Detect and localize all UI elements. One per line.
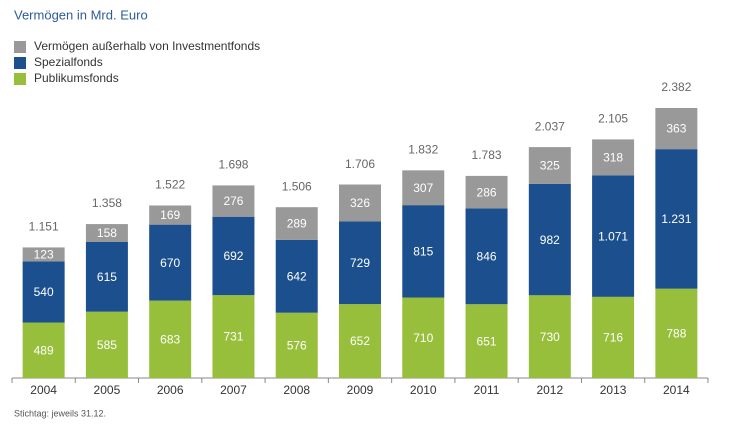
x-tick-label: 2005 — [94, 383, 121, 397]
value-label: 815 — [413, 245, 433, 259]
value-label: 730 — [540, 330, 560, 344]
bar-segment — [528, 183, 571, 296]
bar-segment — [528, 147, 571, 184]
value-label: 318 — [603, 151, 623, 165]
value-label: 276 — [223, 194, 243, 208]
value-label: 982 — [540, 233, 560, 247]
bar-segment — [85, 311, 128, 378]
bar-segment — [22, 322, 65, 378]
bar-segment — [592, 296, 635, 378]
value-label: 716 — [603, 331, 623, 345]
value-label: 363 — [666, 122, 686, 136]
bar-segment — [212, 216, 255, 296]
value-label: 576 — [287, 339, 307, 353]
value-label: 683 — [160, 332, 180, 346]
bar-segment — [275, 312, 318, 378]
total-label: 1.358 — [92, 196, 122, 210]
bar-segment — [85, 241, 128, 312]
total-label: 1.706 — [345, 157, 375, 171]
value-label: 788 — [666, 327, 686, 341]
value-label: 729 — [350, 256, 370, 270]
x-tick-label: 2006 — [157, 383, 184, 397]
value-label: 540 — [34, 285, 54, 299]
total-label: 1.832 — [408, 143, 438, 157]
bar-segment — [592, 175, 635, 297]
value-label: 1.231 — [661, 212, 691, 226]
value-label: 286 — [477, 185, 497, 199]
total-label: 2.382 — [661, 80, 691, 94]
total-label: 2.105 — [598, 112, 628, 126]
value-label: 289 — [287, 217, 307, 231]
legend-label: Spezialfonds — [34, 55, 103, 69]
bar-segment — [465, 304, 508, 378]
bar-segment — [339, 221, 381, 305]
bar-segment — [212, 295, 255, 378]
bar-segment — [275, 207, 318, 240]
x-tick-label: 2012 — [536, 383, 563, 397]
total-label: 1.783 — [472, 148, 502, 162]
value-label: 1.071 — [598, 229, 628, 243]
bar-segment — [212, 185, 255, 217]
x-tick-label: 2011 — [474, 383, 500, 397]
value-label: 158 — [97, 226, 117, 240]
legend-swatch — [14, 41, 26, 53]
value-label: 670 — [160, 256, 180, 270]
value-label: 326 — [350, 196, 370, 210]
value-label: 615 — [97, 270, 117, 284]
value-label: 642 — [287, 269, 307, 283]
value-label: 325 — [540, 159, 560, 173]
value-label: 846 — [477, 249, 497, 263]
bar-segment — [402, 297, 445, 378]
legend-swatch — [14, 73, 26, 85]
total-label: 1.698 — [218, 158, 248, 172]
bar-segment — [655, 149, 698, 289]
bar-segment — [465, 208, 508, 305]
value-label: 307 — [413, 181, 433, 195]
bar-segment — [465, 175, 508, 209]
x-tick-label: 2004 — [30, 383, 57, 397]
bar-segment — [22, 247, 65, 262]
value-label: 585 — [97, 338, 117, 352]
x-tick-label: 2008 — [283, 383, 310, 397]
bar-segment — [275, 239, 318, 313]
chart-title: Vermögen in Mrd. Euro — [14, 7, 148, 22]
x-tick-label: 2009 — [347, 383, 374, 397]
x-tick-label: 2014 — [663, 383, 690, 397]
bar-segment — [149, 300, 192, 378]
bar-segment — [402, 205, 445, 298]
legend-swatch — [14, 57, 26, 69]
bar-segment — [592, 139, 635, 176]
value-label: 489 — [34, 343, 54, 357]
bar-segment — [528, 295, 571, 378]
value-label: 652 — [350, 334, 370, 348]
bar-segment — [22, 261, 65, 323]
bar-segment — [655, 288, 698, 378]
value-label: 169 — [160, 208, 180, 222]
total-label: 2.037 — [535, 119, 565, 133]
bar-segment — [339, 304, 381, 378]
total-label: 1.151 — [29, 220, 59, 234]
x-tick-label: 2010 — [410, 383, 437, 397]
value-label: 731 — [223, 330, 243, 344]
x-tick-label: 2013 — [600, 383, 627, 397]
x-tick-label: 2007 — [220, 383, 247, 397]
bar-segment — [85, 224, 128, 242]
bar-segment — [149, 205, 192, 225]
value-label: 123 — [34, 248, 54, 262]
footnote: Stichtag: jeweils 31.12. — [14, 408, 106, 418]
bar-segment — [339, 184, 381, 222]
value-label: 692 — [223, 249, 243, 263]
value-label: 651 — [477, 334, 497, 348]
bar-segment — [149, 224, 192, 301]
total-label: 1.522 — [155, 178, 185, 192]
total-label: 1.506 — [282, 179, 312, 193]
legend-label: Publikumsfonds — [34, 71, 119, 85]
legend-label: Vermögen außerhalb von Investmentfonds — [34, 39, 260, 53]
bar-segment — [655, 108, 698, 150]
value-label: 710 — [413, 331, 433, 345]
bar-segment — [402, 170, 445, 206]
